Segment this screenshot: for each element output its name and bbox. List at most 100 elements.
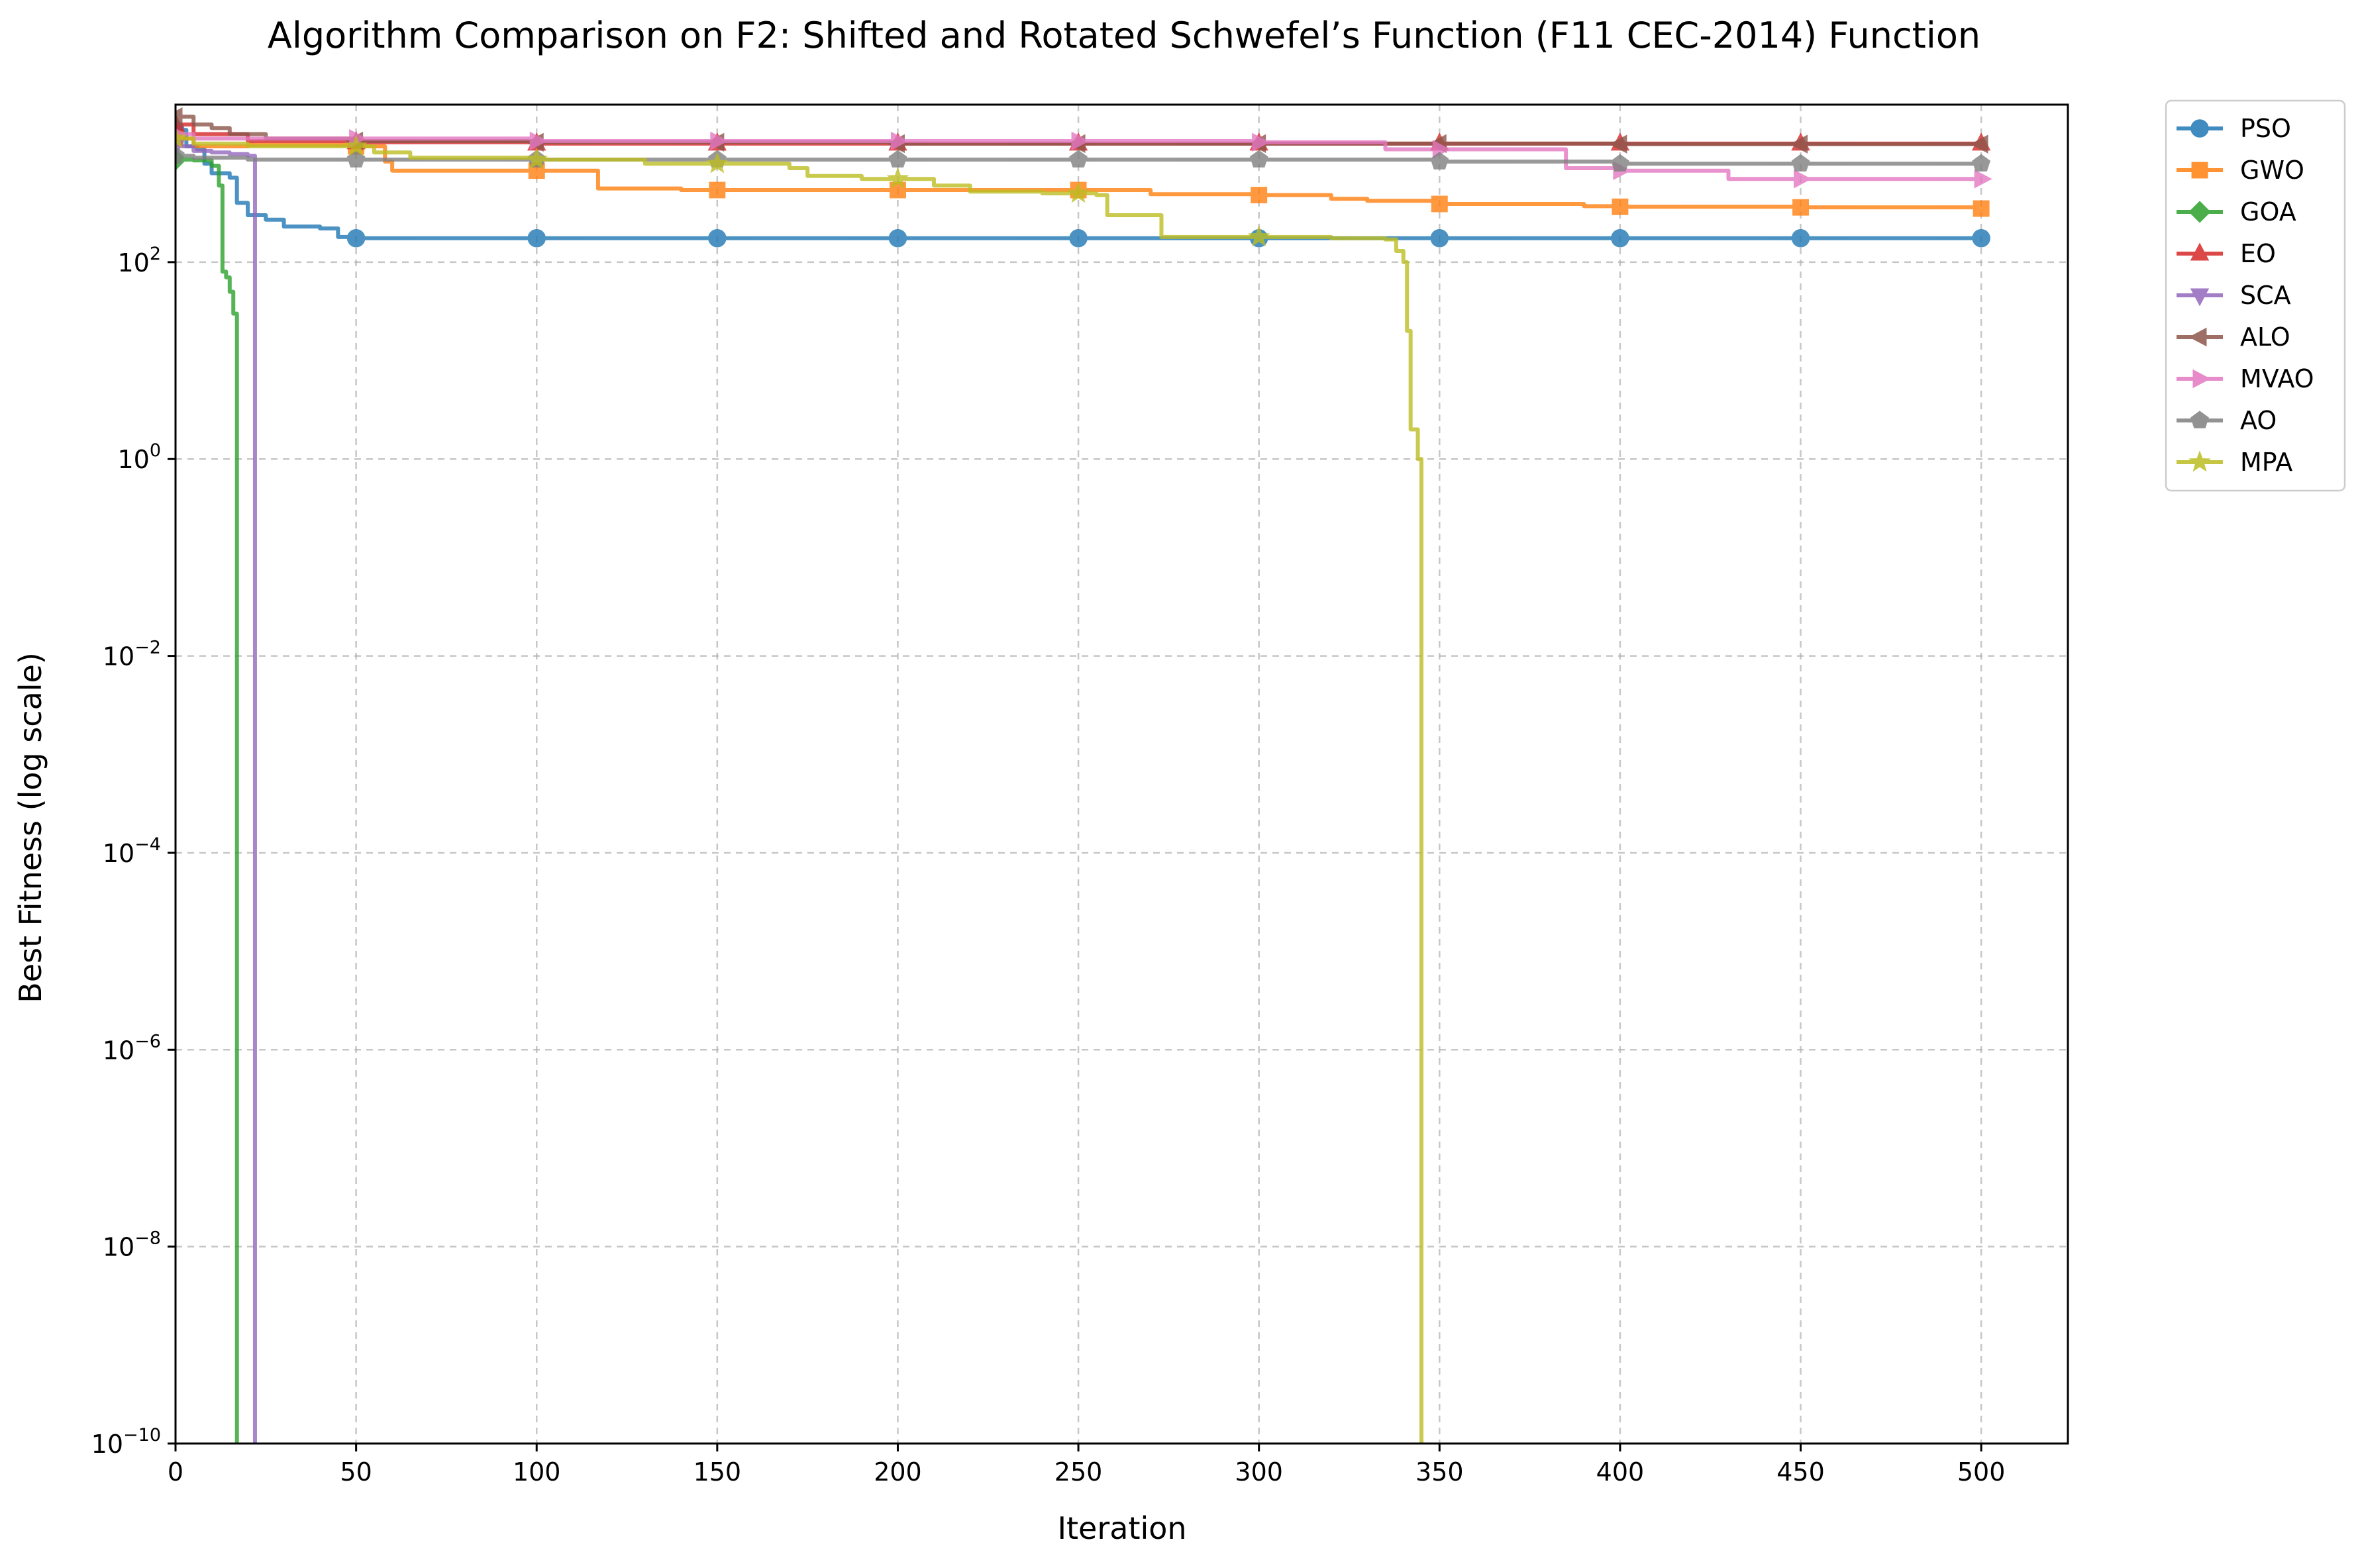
data-point-marker bbox=[2190, 411, 2209, 428]
x-tick-label: 50 bbox=[340, 1457, 372, 1487]
data-point-marker bbox=[1972, 228, 1990, 248]
data-point-marker bbox=[1249, 150, 1268, 168]
series-line bbox=[176, 132, 1982, 181]
data-point-marker bbox=[2188, 450, 2211, 472]
data-point-marker bbox=[708, 228, 727, 248]
legend-box bbox=[2165, 99, 2346, 492]
y-tick-label: 10−2 bbox=[103, 638, 161, 671]
chart-title: Algorithm Comparison on F2: Shifted and … bbox=[268, 15, 1980, 56]
series-line bbox=[176, 136, 1424, 1444]
plot-frame bbox=[174, 103, 2069, 1445]
x-tick-label: 350 bbox=[1415, 1457, 1464, 1487]
legend-label: ALO bbox=[2240, 322, 2290, 352]
data-point-marker bbox=[705, 152, 729, 173]
data-point-marker bbox=[525, 148, 548, 170]
data-point-marker bbox=[1247, 225, 1270, 247]
data-point-marker bbox=[176, 146, 185, 164]
data-point-marker bbox=[1612, 198, 1629, 215]
data-point-marker bbox=[1067, 181, 1090, 203]
data-point-marker bbox=[1069, 150, 1088, 168]
legend-label: GWO bbox=[2240, 156, 2304, 185]
data-point-marker bbox=[1792, 199, 1809, 216]
data-point-marker bbox=[2188, 201, 2211, 223]
data-point-marker bbox=[890, 131, 909, 151]
legend-item-alo bbox=[2177, 327, 2223, 347]
x-tick-label: 450 bbox=[1776, 1457, 1825, 1487]
data-point-marker bbox=[1430, 228, 1449, 248]
series-mvao bbox=[176, 128, 1992, 189]
x-tick-label: 0 bbox=[168, 1457, 183, 1487]
data-point-marker bbox=[529, 131, 548, 151]
data-point-marker bbox=[888, 228, 907, 248]
legend-item-goa bbox=[2177, 201, 2223, 223]
data-point-marker bbox=[1970, 134, 1988, 154]
data-point-marker bbox=[1431, 195, 1448, 213]
data-point-marker bbox=[2188, 327, 2207, 347]
data-point-marker bbox=[709, 181, 726, 199]
legend-item-gwo bbox=[2177, 162, 2223, 179]
series-line bbox=[176, 158, 239, 1444]
series-layer bbox=[176, 107, 1992, 1444]
y-tick-label: 102 bbox=[117, 244, 161, 277]
legend-label: MPA bbox=[2240, 448, 2292, 477]
data-point-marker bbox=[1251, 187, 1268, 204]
legend-item-pso bbox=[2177, 119, 2223, 138]
series-line bbox=[176, 144, 257, 1444]
data-point-marker bbox=[344, 134, 368, 156]
data-point-marker bbox=[1252, 132, 1270, 152]
y-axis-label: Best Fitness (log scale) bbox=[13, 652, 48, 1003]
data-point-marker bbox=[1974, 169, 1992, 189]
data-point-marker bbox=[176, 126, 187, 148]
data-point-marker bbox=[1069, 228, 1088, 248]
legend-item-ao bbox=[2177, 411, 2223, 428]
y-tick-label: 10−8 bbox=[103, 1228, 161, 1262]
data-point-marker bbox=[346, 228, 366, 248]
x-axis: 0 50 100 150 200 250 300 350 400 450 500 bbox=[168, 1444, 2006, 1487]
data-point-marker bbox=[2190, 119, 2209, 138]
y-tick-label: 10−6 bbox=[103, 1031, 161, 1065]
x-tick-label: 150 bbox=[693, 1457, 742, 1487]
legend-item-sca bbox=[2177, 288, 2223, 307]
data-point-marker bbox=[1430, 152, 1449, 170]
data-point-marker bbox=[527, 228, 546, 248]
data-point-marker bbox=[1791, 228, 1810, 248]
data-point-marker bbox=[886, 167, 909, 189]
data-point-marker bbox=[2192, 369, 2211, 389]
data-point-marker bbox=[2190, 242, 2210, 261]
legend-label: SCA bbox=[2240, 281, 2291, 310]
x-tick-label: 300 bbox=[1235, 1457, 1283, 1487]
data-point-marker bbox=[2191, 162, 2208, 179]
data-point-marker bbox=[1609, 134, 1627, 154]
series-mpa bbox=[176, 126, 1424, 1444]
legend-item-mvao bbox=[2177, 369, 2223, 389]
x-tick-label: 500 bbox=[1957, 1457, 2006, 1487]
y-tick-label: 10−4 bbox=[103, 834, 161, 868]
legend-item-mpa bbox=[2177, 450, 2223, 472]
data-point-marker bbox=[1972, 154, 1991, 172]
legend-label: AO bbox=[2240, 406, 2277, 435]
data-point-marker bbox=[710, 131, 729, 151]
grid-layer bbox=[174, 105, 2068, 1445]
x-tick-label: 250 bbox=[1054, 1457, 1103, 1487]
x-tick-label: 200 bbox=[874, 1457, 922, 1487]
legend: PSO GWO GOA EO SCA ALO MVAO AO MPA bbox=[2165, 99, 2346, 492]
data-point-marker bbox=[1794, 169, 1812, 189]
series-ao bbox=[176, 146, 1991, 172]
x-tick-label: 100 bbox=[513, 1457, 561, 1487]
data-point-marker bbox=[2190, 288, 2210, 307]
data-point-marker bbox=[1611, 154, 1629, 172]
data-point-marker bbox=[1789, 134, 1808, 154]
x-tick-label: 400 bbox=[1596, 1457, 1645, 1487]
legend-label: MVAO bbox=[2240, 364, 2314, 393]
data-point-marker bbox=[176, 107, 183, 126]
data-point-marker bbox=[1071, 131, 1090, 151]
data-point-marker bbox=[1611, 228, 1629, 248]
y-axis: 10−10 10−8 10−6 10−4 10−2 100 102 bbox=[91, 244, 176, 1459]
legend-item-eo bbox=[2177, 242, 2223, 261]
data-point-marker bbox=[1973, 200, 1990, 217]
legend-label: PSO bbox=[2240, 114, 2291, 143]
y-tick-label: 10−10 bbox=[91, 1425, 161, 1459]
